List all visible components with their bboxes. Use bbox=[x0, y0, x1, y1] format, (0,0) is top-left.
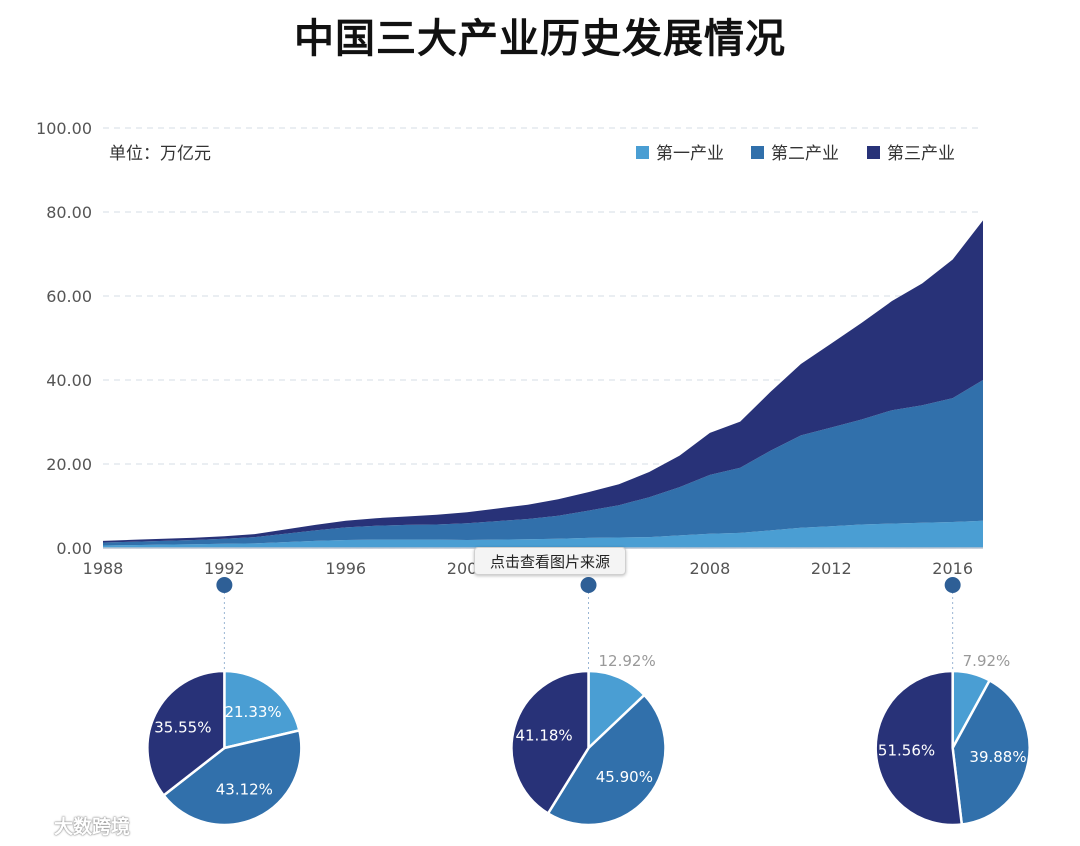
watermark: 大数跨境 bbox=[8, 810, 130, 840]
pie-slice-label: 35.55% bbox=[154, 719, 211, 737]
pie-slice-label: 45.90% bbox=[596, 768, 653, 786]
watermark-text: 大数跨境 bbox=[54, 815, 131, 838]
pie-slice bbox=[546, 693, 667, 827]
pie-slice-label: 43.12% bbox=[216, 781, 273, 799]
legend-label: 第一产业 bbox=[656, 144, 724, 164]
watermark-logo-icon bbox=[8, 815, 46, 837]
legend-label: 第二产业 bbox=[771, 144, 839, 164]
area-series-3 bbox=[103, 220, 983, 543]
year-marker[interactable] bbox=[944, 577, 961, 593]
pie-layer: 21.33% 43.12% 35.55% 12.92% 45.90% 41.18% 7.92… bbox=[146, 652, 1031, 827]
pie-slice bbox=[951, 678, 1031, 826]
pie-slice bbox=[874, 669, 964, 827]
pie-slice bbox=[146, 669, 226, 798]
pie-slice-label: 51.56% bbox=[878, 742, 935, 760]
legend-layer: 单位：万亿元 第一产业 第二产业 第三产业 bbox=[109, 144, 955, 164]
unit-label: 单位：万亿元 bbox=[109, 144, 211, 164]
pie-slice bbox=[510, 669, 590, 816]
marker-layer bbox=[216, 577, 961, 671]
pie-slice-label: 41.18% bbox=[515, 726, 572, 744]
y-tick-label: 100.00 bbox=[36, 119, 92, 138]
x-tick-label: 1992 bbox=[204, 559, 245, 578]
legend-swatch bbox=[751, 146, 764, 159]
pie-slice bbox=[161, 728, 303, 827]
pie-slice bbox=[223, 669, 301, 750]
pie-slice-label: 12.92% bbox=[599, 652, 656, 670]
x-tick-label: 2012 bbox=[811, 559, 852, 578]
x-tick-label: 1996 bbox=[325, 559, 366, 578]
area-series-1 bbox=[103, 520, 983, 548]
year-marker[interactable] bbox=[216, 577, 233, 593]
y-tick-label: 40.00 bbox=[46, 371, 92, 390]
year-marker[interactable] bbox=[580, 577, 597, 593]
x-tick-label: 2008 bbox=[690, 559, 731, 578]
area-series-2 bbox=[103, 380, 983, 546]
x-tick-label: 2016 bbox=[932, 559, 973, 578]
y-tick-label: 60.00 bbox=[46, 287, 92, 306]
legend-label: 第三产业 bbox=[887, 144, 955, 164]
axis-layer: 0.00 20.00 40.00 60.00 80.00 100.00 1988 1992 19… bbox=[36, 119, 983, 578]
pie-slice-label: 21.33% bbox=[224, 703, 281, 721]
y-tick-label: 80.00 bbox=[46, 203, 92, 222]
x-tick-label: 1988 bbox=[83, 559, 124, 578]
legend-swatch bbox=[636, 146, 649, 159]
pie-slice-label: 39.88% bbox=[969, 748, 1026, 766]
legend-swatch bbox=[867, 146, 880, 159]
area-layer bbox=[103, 220, 983, 548]
y-tick-label: 0.00 bbox=[56, 539, 92, 558]
chart-title: 中国三大产业历史发展情况 bbox=[294, 16, 786, 62]
image-source-tooltip[interactable]: 点击查看图片来源 bbox=[474, 547, 626, 575]
y-tick-label: 20.00 bbox=[46, 455, 92, 474]
pie-slice-label: 7.92% bbox=[963, 652, 1011, 670]
